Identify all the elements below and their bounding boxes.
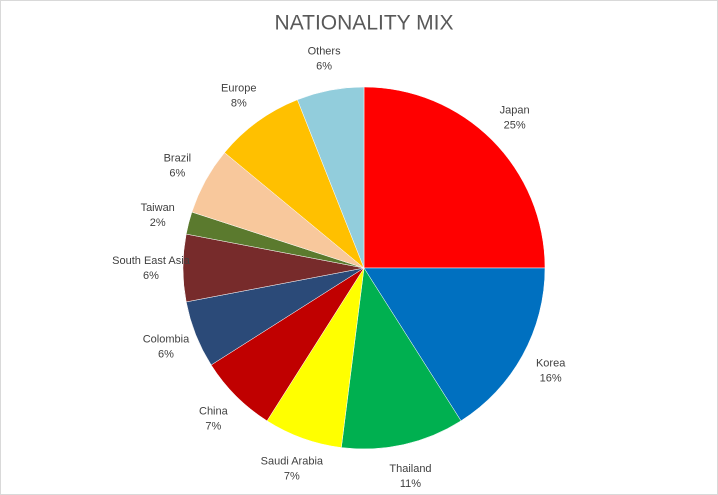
slice-label-name: Taiwan (141, 202, 175, 214)
pie-slice (224, 99, 365, 269)
pie-slice (363, 86, 546, 269)
slice-label-value: 2% (150, 217, 166, 229)
slice-label-value: 6% (158, 348, 174, 360)
slice-label-value: 6% (143, 270, 159, 282)
slice-label-name: Brazil (164, 152, 192, 164)
slice-label-value: 6% (316, 61, 332, 73)
slice-label-name: China (199, 406, 229, 418)
pie-slice (363, 267, 546, 422)
slice-label-name: Europe (221, 83, 256, 95)
slice-label-name: Others (308, 46, 342, 58)
slice-label-name: South East Asia (112, 255, 191, 267)
slice-label-value: 16% (540, 373, 562, 385)
slice-label-name: Saudi Arabia (261, 455, 324, 467)
slice-label-value: 6% (169, 167, 185, 179)
slice-label-value: 25% (504, 119, 526, 131)
slice-label-name: Korea (536, 358, 566, 370)
pie-slice (297, 86, 365, 269)
chart-title: NATIONALITY MIX (275, 12, 454, 35)
slice-label-value: 8% (231, 98, 247, 110)
slice-label-name: Japan (500, 104, 530, 116)
pie-slice (341, 267, 462, 450)
slice-label-name: Colombia (143, 333, 190, 345)
slice-label-value: 7% (284, 470, 300, 482)
slice-label-value: 11% (400, 478, 421, 490)
slice-label-name: Thailand (389, 463, 431, 475)
slice-label-value: 7% (205, 421, 221, 433)
